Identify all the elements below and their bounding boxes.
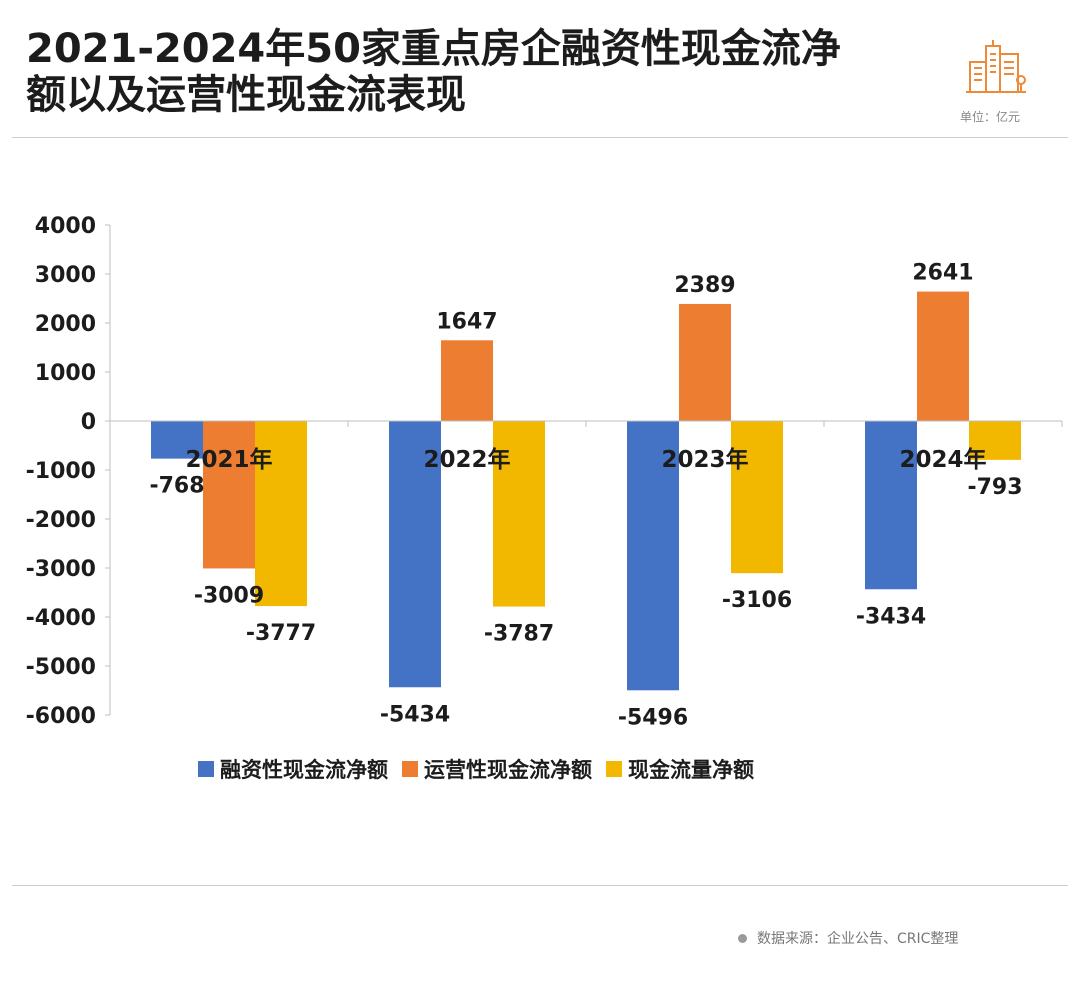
bar-3-2022 <box>493 421 545 607</box>
data-label-3-2023: -3106 <box>722 588 792 613</box>
legend-label: 运营性现金流净额 <box>424 758 592 782</box>
y-tick-label: -4000 <box>26 606 96 631</box>
bar-3-2023 <box>731 421 783 574</box>
data-source: 数据来源：企业公告、CRIC整理 <box>738 928 958 948</box>
bar-2-2023 <box>679 303 731 421</box>
y-tick-label: 2000 <box>35 312 96 337</box>
legend-label: 融资性现金流净额 <box>220 758 388 782</box>
chart-title: 2021-2024年50家重点房企融资性现金流净 额以及运营性现金流表现 <box>26 26 926 118</box>
y-tick-label: -5000 <box>26 655 96 680</box>
legend-swatch <box>198 761 214 777</box>
bar-2-2024 <box>917 291 969 421</box>
data-label-1-2023: -5496 <box>618 705 688 730</box>
bar-2-2021 <box>203 421 255 569</box>
city-buildings-icon <box>966 40 1026 93</box>
y-tick-label: -1000 <box>26 459 96 484</box>
title-line-2: 额以及运营性现金流表现 <box>26 72 466 118</box>
legend-swatch <box>402 761 418 777</box>
data-label-2-2024: 2641 <box>912 261 973 286</box>
data-label-3-2024: -793 <box>967 475 1022 500</box>
bullet-icon <box>738 933 747 943</box>
data-label-2-2023: 2389 <box>674 273 735 298</box>
bar-1-2021 <box>151 421 203 459</box>
top-divider <box>12 137 1068 138</box>
bar-3-2021 <box>255 421 307 607</box>
y-tick-label: -6000 <box>26 704 96 729</box>
y-tick-label: -2000 <box>26 508 96 533</box>
legend-item-2: 运营性现金流净额 <box>402 754 592 784</box>
bar-chart: 4000 3000 2000 1000 0 -1000 -2000 -3000 -4000 -50… <box>26 214 1063 730</box>
data-label-3-2022: -3787 <box>484 622 554 647</box>
bar-2-2022 <box>441 340 493 421</box>
x-tick-label-2022: 2022年 <box>423 446 510 473</box>
y-tick-label: 0 <box>81 410 96 435</box>
legend-label: 现金流量净额 <box>628 758 754 782</box>
data-label-1-2022: -5434 <box>380 702 450 727</box>
bar-1-2022 <box>389 421 441 688</box>
y-tick-label: -3000 <box>26 557 96 582</box>
chart-legend: 融资性现金流净额 运营性现金流净额 现金流量净额 <box>198 754 768 784</box>
y-tick-label: 1000 <box>35 361 96 386</box>
data-source-text: 数据来源：企业公告、CRIC整理 <box>757 931 959 947</box>
y-tick-label: 3000 <box>35 263 96 288</box>
data-label-1-2024: -3434 <box>856 604 926 629</box>
data-label-2-2022: 1647 <box>436 309 497 334</box>
bar-1-2023 <box>627 421 679 691</box>
title-line-1: 2021-2024年50家重点房企融资性现金流净 <box>26 26 841 72</box>
legend-swatch <box>606 761 622 777</box>
legend-item-1: 融资性现金流净额 <box>198 754 388 784</box>
bar-1-2024 <box>865 421 917 590</box>
legend-item-3: 现金流量净额 <box>606 754 754 784</box>
data-label-1-2021: -768 <box>149 474 204 499</box>
bar-3-2024 <box>969 421 1021 460</box>
x-tick-label-2024: 2024年 <box>899 446 986 473</box>
y-tick-label: 4000 <box>35 214 96 239</box>
x-tick-label-2021: 2021年 <box>185 446 272 473</box>
data-label-3-2021: -3777 <box>246 621 316 646</box>
x-tick-label-2023: 2023年 <box>661 446 748 473</box>
bottom-divider <box>12 885 1068 886</box>
data-label-2-2021: -3009 <box>194 583 264 608</box>
unit-label: 单位：亿元 <box>960 110 1021 124</box>
